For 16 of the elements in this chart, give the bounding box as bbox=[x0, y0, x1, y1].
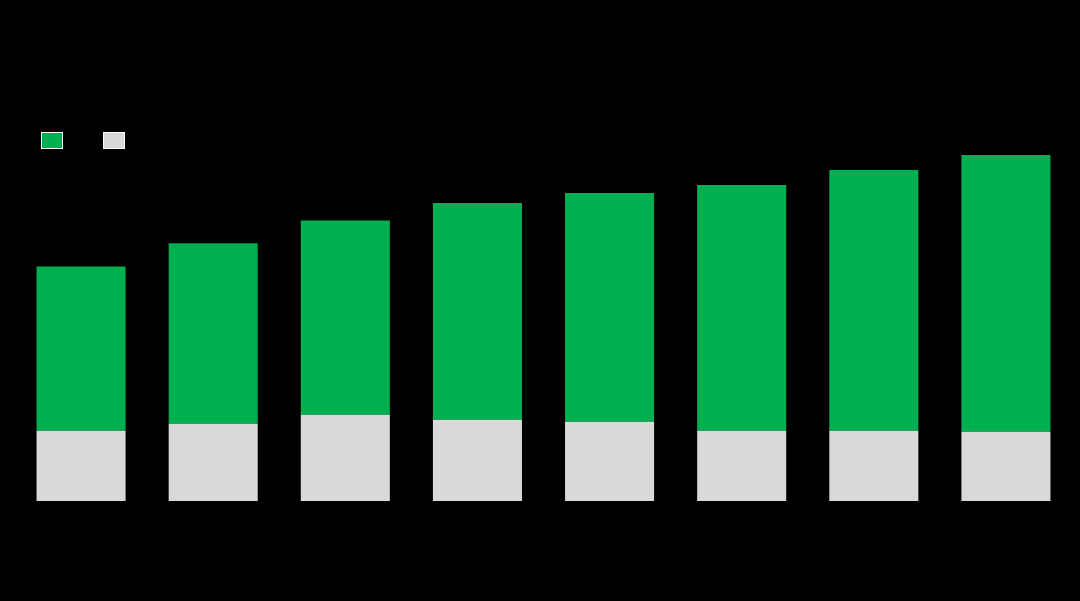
bar bbox=[961, 431, 1051, 501]
bar bbox=[432, 419, 522, 501]
bar bbox=[36, 430, 126, 501]
bar bbox=[829, 430, 919, 501]
bar bbox=[961, 155, 1051, 432]
bar bbox=[36, 266, 126, 431]
bar bbox=[168, 423, 258, 501]
bar bbox=[829, 169, 919, 431]
bar bbox=[432, 203, 522, 420]
bar bbox=[697, 185, 787, 431]
bar bbox=[565, 421, 655, 501]
bar bbox=[697, 430, 787, 501]
bar bbox=[565, 193, 655, 422]
bar bbox=[168, 243, 258, 424]
bar bbox=[300, 220, 390, 415]
bar bbox=[300, 414, 390, 501]
